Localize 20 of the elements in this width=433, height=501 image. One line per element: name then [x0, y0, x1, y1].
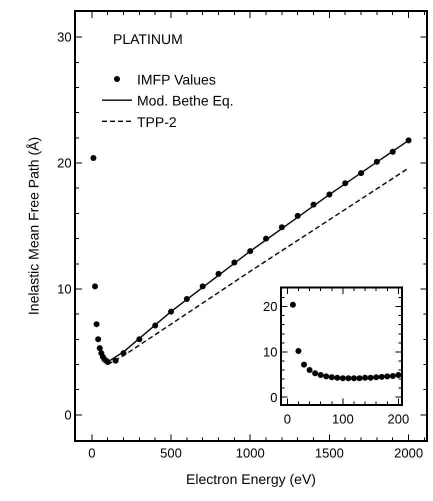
- x-tick-label: 200: [388, 411, 410, 426]
- y-tick-label: 20: [57, 156, 72, 171]
- y-axis-title: Inelastic Mean Free Path (Å): [25, 136, 42, 316]
- annotation: PLATINUM: [113, 31, 183, 47]
- x-tick-label: 1500: [314, 445, 344, 460]
- y-tick-label: 10: [57, 281, 72, 296]
- legend-label: IMFP Values: [137, 71, 216, 88]
- legend-label: TPP-2: [137, 114, 177, 130]
- x-tick-label: 0: [88, 445, 96, 460]
- x-tick-label: 100: [332, 411, 354, 426]
- x-tick-label: 0: [284, 411, 291, 426]
- y-tick-label: 30: [57, 30, 72, 45]
- x-tick-label: 2000: [394, 445, 424, 460]
- y-tick-label: 20: [262, 299, 278, 314]
- x-axis-title: Electron Energy (eV): [186, 471, 316, 488]
- x-tick-label: 500: [160, 445, 182, 460]
- y-tick-label: 10: [262, 344, 278, 360]
- y-tick-label: 0: [270, 390, 278, 405]
- x-tick-label: 1000: [236, 445, 265, 460]
- legend-label: Mod. Bethe Eq.: [137, 92, 234, 109]
